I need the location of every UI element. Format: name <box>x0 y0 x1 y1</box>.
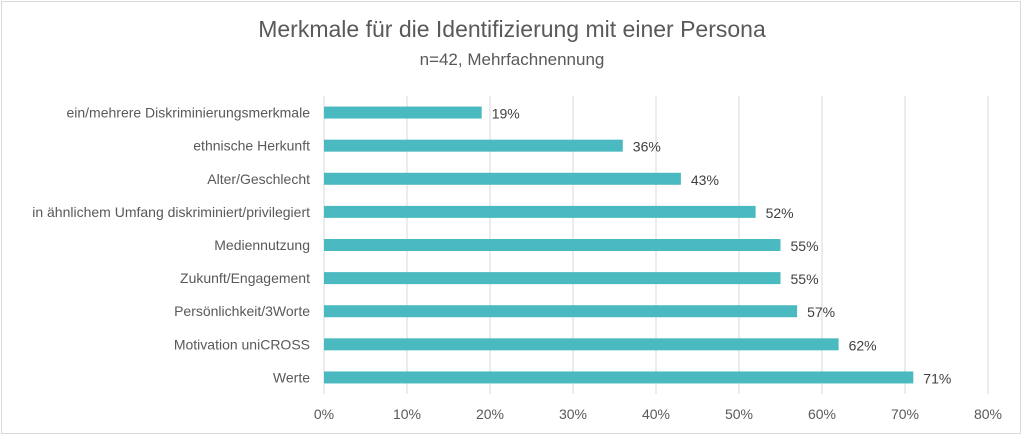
x-tick-label: 70% <box>891 406 919 422</box>
data-label: 55% <box>791 271 819 287</box>
x-tick-label: 50% <box>725 406 753 422</box>
x-tick-label: 10% <box>393 406 421 422</box>
bar <box>324 239 781 251</box>
bar <box>324 305 798 318</box>
chart-title: Merkmale für die Identifizierung mit ein… <box>258 16 766 42</box>
data-label: 43% <box>691 172 719 188</box>
data-label: 71% <box>923 370 951 386</box>
data-label: 19% <box>492 106 520 122</box>
category-label: in ähnlichem Umfang diskriminiert/privil… <box>32 204 310 220</box>
x-tick-label: 80% <box>974 406 1002 422</box>
category-label: Werte <box>273 369 310 385</box>
bar <box>324 172 681 185</box>
category-label: Alter/Geschlecht <box>207 171 310 187</box>
x-tick-label: 60% <box>808 406 836 422</box>
bar <box>324 272 781 285</box>
x-tick-label: 30% <box>559 406 587 422</box>
category-label: ein/mehrere Diskriminierungsmerkmale <box>66 105 310 121</box>
bar <box>324 371 914 384</box>
data-label: 62% <box>849 337 877 353</box>
x-tick-label: 0% <box>314 406 334 422</box>
bar <box>324 205 756 218</box>
bar <box>324 139 623 152</box>
data-label: 55% <box>791 238 819 254</box>
category-label: Mediennutzung <box>214 237 310 253</box>
chart-subtitle: n=42, Mehrfachnennung <box>419 50 605 69</box>
category-label: Zukunft/Engagement <box>180 270 310 286</box>
x-tick-label: 40% <box>642 406 670 422</box>
category-label: Motivation uniCROSS <box>174 336 310 352</box>
category-label: Persönlichkeit/3Worte <box>174 303 310 319</box>
bar <box>324 106 482 119</box>
x-tick-label: 20% <box>476 406 504 422</box>
data-label: 57% <box>807 304 835 320</box>
data-label: 36% <box>633 139 661 155</box>
category-label: ethnische Herkunft <box>193 138 310 154</box>
data-label: 52% <box>766 205 794 221</box>
bar <box>324 338 839 351</box>
